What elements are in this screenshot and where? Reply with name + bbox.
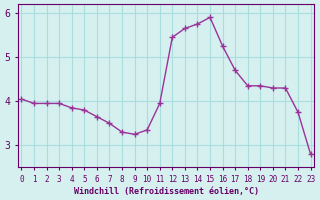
- X-axis label: Windchill (Refroidissement éolien,°C): Windchill (Refroidissement éolien,°C): [74, 187, 259, 196]
